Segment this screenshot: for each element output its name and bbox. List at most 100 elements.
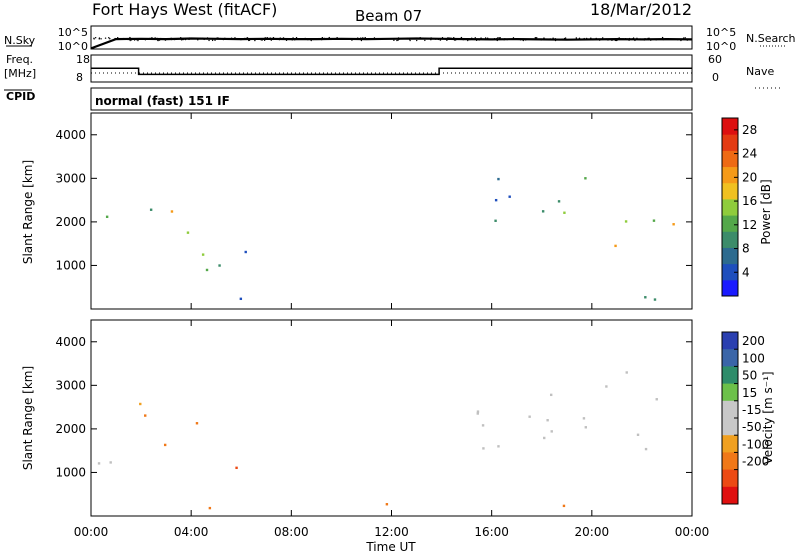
y-tick-label: 3000 bbox=[55, 171, 86, 185]
nsearch-point bbox=[219, 37, 221, 40]
nsearch-point bbox=[144, 39, 147, 41]
power-cell bbox=[218, 264, 221, 267]
nsearch-point bbox=[360, 39, 363, 42]
nsearch-point bbox=[469, 38, 471, 41]
nsearch-point bbox=[682, 37, 685, 39]
velocity-cell bbox=[481, 424, 485, 427]
nsearch-point bbox=[453, 37, 455, 39]
nsearch-point bbox=[190, 37, 193, 40]
velocity-cell bbox=[625, 371, 628, 374]
velocity-cell bbox=[476, 410, 480, 413]
y-tick-label: 4000 bbox=[55, 128, 86, 142]
nsearch-point bbox=[647, 37, 649, 40]
nsearch-point bbox=[472, 38, 475, 40]
nsearch-point bbox=[294, 39, 296, 41]
velocity-cell bbox=[584, 426, 588, 429]
freq-line bbox=[91, 67, 692, 76]
nsky-panel: N.Sky 10^5 10^0 10^5 10^0 N.Search bbox=[4, 25, 796, 53]
nsearch-point bbox=[450, 37, 452, 39]
nsearch-point bbox=[430, 38, 432, 41]
nsearch-point bbox=[170, 37, 172, 39]
x-tick-label: 20:00 bbox=[575, 525, 610, 539]
nsky-tick-top: 10^5 bbox=[58, 26, 88, 39]
nsearch-point bbox=[457, 38, 459, 40]
nsearch-point bbox=[373, 37, 376, 39]
nsearch-point bbox=[561, 38, 563, 40]
power-colorbar-tick-label: 24 bbox=[742, 147, 757, 161]
nsearch-point bbox=[578, 38, 580, 40]
nsearch-point bbox=[543, 37, 545, 39]
nsearch-point bbox=[439, 39, 442, 41]
nsearch-point bbox=[422, 37, 424, 40]
nsearch-point bbox=[180, 39, 183, 41]
velocity-cell bbox=[655, 398, 658, 401]
nsearch-point bbox=[639, 39, 641, 41]
nsearch-point bbox=[496, 39, 498, 42]
power-colorbar-segment bbox=[722, 231, 738, 248]
x-tick-label: 04:00 bbox=[174, 525, 209, 539]
nsearch-point bbox=[462, 38, 464, 41]
nsearch-point bbox=[129, 39, 131, 42]
nsearch-point bbox=[622, 38, 624, 40]
nsearch-point bbox=[493, 37, 496, 40]
nsearch-point bbox=[137, 39, 139, 42]
velocity-cell bbox=[195, 422, 199, 425]
nsearch-point bbox=[506, 38, 508, 41]
nsearch-point bbox=[364, 37, 366, 39]
nsearch-point bbox=[164, 39, 167, 41]
nsearch-point bbox=[304, 37, 306, 40]
nsearch-point bbox=[311, 38, 314, 40]
nsearch-point bbox=[628, 37, 631, 40]
power-colorbar-tick-label: 28 bbox=[742, 123, 757, 137]
nsearch-point bbox=[260, 39, 262, 41]
y-tick-label: 1000 bbox=[55, 465, 86, 479]
nsearch-point bbox=[409, 39, 411, 42]
nsearch-point bbox=[634, 39, 636, 42]
cpid-panel: normal (fast) 151 IF bbox=[90, 87, 693, 111]
x-tick-label: 08:00 bbox=[274, 525, 309, 539]
power-cell bbox=[652, 219, 656, 222]
power-cell bbox=[494, 219, 497, 222]
velocity-cell bbox=[497, 445, 500, 448]
power-cell bbox=[644, 296, 647, 299]
nsearch-point bbox=[430, 37, 432, 39]
nsearch-point bbox=[437, 38, 440, 41]
nsearch-point bbox=[321, 37, 323, 40]
nsearch-point bbox=[184, 38, 187, 41]
nsearch-point bbox=[264, 37, 266, 39]
nsearch-point bbox=[203, 38, 205, 41]
nsearch-point bbox=[658, 38, 661, 40]
velocity-colorbar-segment bbox=[722, 366, 738, 385]
nsearch-point bbox=[149, 37, 151, 40]
nsearch-point bbox=[258, 38, 260, 41]
power-colorbar-label: Power [dB] bbox=[759, 179, 773, 244]
nsearch-point bbox=[590, 37, 592, 39]
nsearch-point bbox=[563, 37, 566, 40]
velocity-colorbar-segment bbox=[722, 400, 738, 419]
velocity-panel: 1000 2000 3000 4000 00:00 04:00 08:00 12:00 16:… bbox=[21, 113, 775, 554]
nsearch-point bbox=[614, 38, 616, 41]
velocity-colorbar-segment bbox=[722, 418, 738, 436]
nsearch-point bbox=[351, 39, 353, 41]
nsearch-point bbox=[662, 38, 665, 41]
nsearch-point bbox=[605, 38, 607, 40]
freq-tick-top: 18 bbox=[76, 53, 90, 66]
nsearch-point bbox=[601, 37, 604, 39]
velocity-colorbar-tick-label: -50 bbox=[742, 420, 762, 434]
nsearch-point bbox=[208, 39, 210, 42]
nsearch-point bbox=[234, 37, 236, 39]
nsearch-point bbox=[291, 39, 293, 41]
nsearch-point bbox=[93, 37, 95, 40]
velocity-colorbar: 200 100 50 15 -15 -50 -100 -200 bbox=[721, 331, 769, 505]
nsearch-point bbox=[114, 37, 116, 40]
velocity-cell bbox=[644, 447, 648, 451]
nsearch-point bbox=[554, 37, 556, 40]
nsearch-point bbox=[266, 36, 268, 39]
nsearch-point bbox=[535, 37, 537, 39]
nsearch-point bbox=[323, 37, 326, 40]
power-cell bbox=[672, 223, 675, 226]
nsearch-point bbox=[549, 38, 551, 41]
nsearch-point bbox=[328, 36, 330, 39]
power-ylabel: Slant Range [km] bbox=[21, 160, 35, 264]
nsearch-point bbox=[454, 39, 456, 41]
